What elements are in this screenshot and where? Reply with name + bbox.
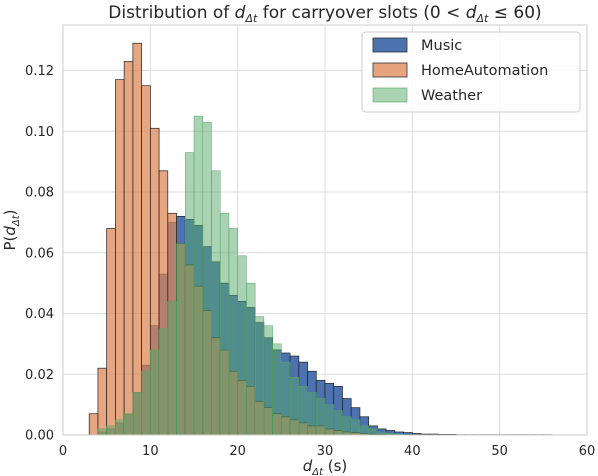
bar-weather	[132, 392, 142, 436]
y-axis-label: P(dΔt)	[1, 209, 22, 250]
bar-homeautomation	[97, 367, 108, 436]
bar-weather	[150, 349, 160, 436]
plot-frame	[62, 24, 588, 436]
x-tick-labels: 0 10 20 30 40 50 60	[59, 444, 595, 459]
y-tick-label: 0.00	[25, 429, 54, 444]
bar-weather	[123, 413, 134, 436]
chart-title: Distribution of dΔt for carryover slots …	[108, 3, 541, 25]
bar-weather	[106, 425, 116, 436]
legend-label-homeautomation: HomeAutomation	[421, 63, 548, 79]
bar-weather	[158, 328, 169, 436]
y-tick-label: 0.06	[25, 246, 54, 261]
bar-weather	[298, 386, 308, 436]
bar-weather	[228, 228, 238, 436]
legend: Music HomeAutomation Weather	[361, 31, 581, 113]
x-tick-label: 30	[317, 444, 334, 459]
legend-swatch-music	[372, 37, 408, 53]
bar-homeautomation	[106, 228, 116, 436]
y-tick-labels: 0.00 0.02 0.04 0.06 0.08 0.10 0.12	[25, 64, 54, 443]
x-tick-label: 10	[142, 444, 159, 459]
bar-homeautomation	[88, 413, 99, 436]
bar-weather	[185, 152, 195, 436]
bar-weather	[342, 416, 352, 436]
x-tick-label: 60	[579, 444, 596, 459]
x-tick-label: 50	[491, 444, 508, 459]
bar-weather	[237, 255, 247, 436]
bar-weather	[254, 316, 265, 436]
histogram-bars	[88, 42, 553, 436]
legend-swatch-homeautomation	[372, 62, 408, 78]
bar-weather	[176, 243, 186, 436]
bar-weather	[211, 170, 221, 436]
bar-weather	[97, 428, 107, 436]
bar-weather	[333, 410, 343, 436]
bar-weather	[350, 419, 361, 436]
bar-weather	[307, 392, 317, 436]
bar-homeautomation	[115, 79, 125, 436]
bar-weather	[316, 398, 326, 436]
x-axis-label: dΔt (s)	[303, 457, 348, 476]
legend-label-weather: Weather	[421, 88, 482, 104]
legend-label-music: Music	[421, 38, 462, 54]
bar-weather	[141, 370, 151, 436]
x-tick-label: 0	[59, 444, 67, 459]
bar-weather	[167, 301, 177, 436]
y-tick-label: 0.08	[25, 186, 54, 201]
bar-weather	[359, 425, 369, 436]
x-tick-label: 40	[404, 444, 421, 459]
bar-weather	[324, 404, 334, 436]
y-tick-label: 0.02	[25, 368, 54, 383]
bar-weather	[368, 428, 378, 436]
bar-homeautomation	[132, 42, 142, 436]
series-weather-bars	[97, 115, 404, 436]
legend-swatch-weather	[372, 87, 408, 103]
bar-weather	[202, 121, 212, 436]
bar-weather	[246, 282, 256, 436]
bar-weather	[281, 361, 291, 436]
bar-weather	[219, 213, 230, 436]
bar-weather	[272, 343, 282, 436]
bar-weather	[193, 115, 203, 436]
bar-weather	[263, 325, 273, 436]
bar-weather	[115, 419, 125, 436]
bar-weather	[289, 377, 300, 436]
y-tick-label: 0.10	[25, 125, 54, 140]
y-tick-label: 0.12	[25, 64, 54, 79]
y-tick-label: 0.04	[25, 307, 54, 322]
bar-homeautomation	[123, 61, 134, 436]
legend-box	[361, 31, 581, 113]
x-tick-label: 20	[229, 444, 246, 459]
